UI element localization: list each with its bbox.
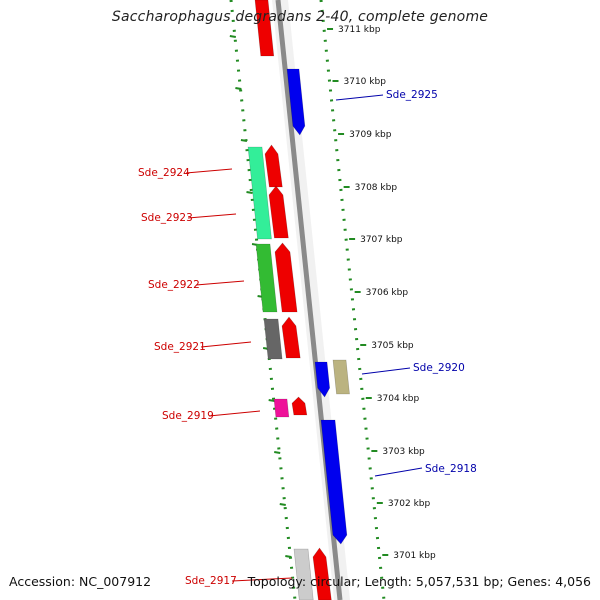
scale-tick-left — [235, 87, 242, 90]
scale-tick-label: 3701 kbp — [393, 551, 436, 561]
scale-tick-label: 3703 kbp — [382, 447, 425, 457]
cog-sde-2921[interactable] — [263, 318, 283, 360]
scale-tick-label: 3705 kbp — [371, 341, 414, 351]
gene-label-sde-2920[interactable]: Sde_2920 — [413, 362, 465, 374]
cog-sde-2922[interactable] — [255, 243, 278, 313]
cog-sde-2924[interactable] — [247, 146, 272, 240]
scale-tick-label: 3711 kbp — [338, 25, 381, 35]
cog-sde-2917[interactable] — [293, 548, 314, 600]
gene-sde-2921[interactable] — [281, 316, 301, 359]
gene-label-sde-2918[interactable]: Sde_2918 — [425, 463, 477, 475]
label-connector-sde-2924 — [185, 168, 233, 174]
scale-tick-left — [240, 139, 248, 142]
scale-tick-left — [274, 451, 281, 454]
scale-tick-label: 3708 kbp — [355, 183, 398, 193]
scale-line-right — [319, 0, 386, 600]
scale-tick-left — [279, 503, 286, 506]
label-connector-sde-2918 — [374, 467, 423, 477]
scale-tick-label: 3710 kbp — [344, 77, 387, 87]
scale-tick-left — [285, 555, 292, 558]
gene-sde-2918[interactable] — [320, 419, 348, 545]
gene-sde-2925[interactable] — [286, 68, 306, 136]
scale-tick-label: 3707 kbp — [360, 235, 403, 245]
map-title: Saccharophagus degradans 2-40, complete … — [111, 9, 489, 25]
gene-top-red[interactable] — [254, 0, 275, 57]
topology-text: Topology: circular; Length: 5,057,531 bp… — [247, 574, 591, 589]
gene-label-sde-2925[interactable]: Sde_2925 — [386, 89, 438, 101]
accession-text: Accession: NC_007912 — [9, 574, 152, 589]
label-connector-sde-2920 — [361, 367, 411, 375]
gene-sde-2919[interactable] — [291, 396, 308, 416]
gene-label-sde-2917[interactable]: Sde_2917 — [185, 575, 237, 587]
label-connector-sde-2923 — [187, 213, 237, 219]
gene-label-sde-2919[interactable]: Sde_2919 — [162, 410, 214, 422]
label-connector-sde-2919 — [208, 410, 261, 417]
gene-sde-2922[interactable] — [274, 242, 298, 313]
scale-tick-left — [229, 35, 237, 38]
gene-label-sde-2921[interactable]: Sde_2921 — [154, 341, 206, 353]
scale-tick-left — [268, 399, 275, 402]
scale-tick-label: 3706 kbp — [366, 288, 409, 298]
scale-tick-label: 3704 kbp — [377, 394, 420, 404]
gene-sde-2917[interactable] — [312, 547, 332, 600]
gene-label-sde-2924[interactable]: Sde_2924 — [138, 167, 190, 179]
label-connector-sde-2925 — [335, 94, 384, 101]
label-connector-sde-2922 — [195, 280, 245, 286]
label-connector-sde-2921 — [200, 341, 252, 348]
cog-sde-2919[interactable] — [273, 398, 290, 418]
label-connector-sde-2917 — [231, 577, 293, 582]
scale-tick-label: 3709 kbp — [349, 130, 392, 140]
gene-sde-2924[interactable] — [264, 144, 283, 188]
gene-sde-2923[interactable] — [268, 185, 289, 239]
scale-tick-left — [246, 191, 253, 194]
cog-sde-2920[interactable] — [332, 359, 350, 395]
gene-label-sde-2922[interactable]: Sde_2922 — [148, 279, 200, 291]
scale-tick-label: 3702 kbp — [388, 499, 431, 509]
gene-label-sde-2923[interactable]: Sde_2923 — [141, 212, 193, 224]
gene-sde-2920[interactable] — [314, 361, 330, 398]
